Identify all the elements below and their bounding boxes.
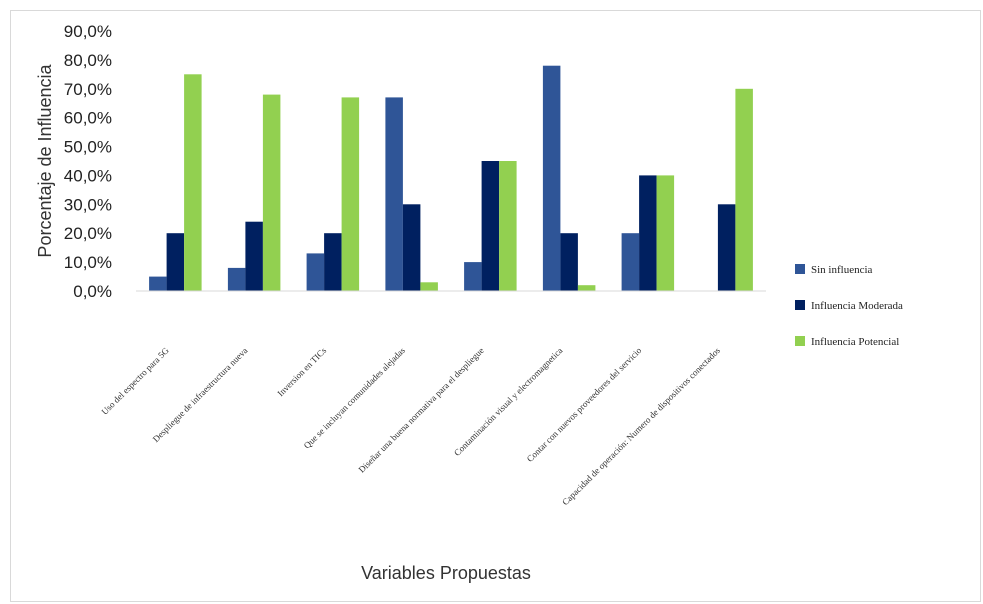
bar	[385, 97, 403, 292]
y-tick-label: 80,0%	[64, 51, 112, 70]
bar	[227, 267, 246, 291]
legend: Sin influencia Influencia Moderada Influen…	[795, 264, 903, 348]
bar	[149, 276, 167, 291]
y-tick-label: 90,0%	[64, 22, 112, 41]
bar	[560, 233, 578, 291]
bar	[481, 161, 500, 291]
y-tick-label: 20,0%	[64, 224, 112, 243]
legend-label: Influencia Potencial	[811, 336, 899, 348]
bar	[324, 233, 342, 291]
bar	[166, 233, 185, 291]
x-tick-label: Capacidad de operación: Numero de dispos…	[560, 345, 722, 507]
bar	[341, 97, 360, 292]
bar	[420, 282, 438, 291]
y-tick-label: 60,0%	[64, 109, 112, 128]
y-axis-title: Porcentaje de Influencia	[35, 63, 55, 257]
y-tick-label: 10,0%	[64, 253, 112, 272]
bar	[577, 285, 596, 291]
legend-label: Sin influencia	[811, 264, 873, 276]
y-tick-label: 50,0%	[64, 138, 112, 157]
y-axis-ticks: 0,0% 10,0% 20,0% 30,0% 40,0% 50,0% 60,0% 70,0% 8…	[64, 22, 112, 301]
legend-label: Influencia Moderada	[811, 300, 903, 312]
x-tick-label: Despliegue de infraestructura nueva	[151, 345, 250, 444]
x-tick-label: Uso del espectro para 5G	[99, 345, 171, 417]
bar	[621, 233, 640, 291]
bar	[464, 262, 482, 291]
bar	[639, 175, 657, 291]
x-axis-title: Variables Propuestas	[361, 563, 531, 583]
bar	[184, 74, 202, 291]
y-tick-label: 40,0%	[64, 166, 112, 185]
bar	[306, 253, 325, 291]
bar-chart: 0,0% 10,0% 20,0% 30,0% 40,0% 50,0% 60,0% 70,0% 8…	[35, 22, 903, 583]
bar	[735, 88, 753, 291]
legend-swatch	[795, 264, 805, 274]
x-tick-label: Inversion en TICs	[275, 345, 328, 398]
chart-frame: 0,0% 10,0% 20,0% 30,0% 40,0% 50,0% 60,0% 70,0% 8…	[10, 10, 981, 602]
legend-swatch	[795, 300, 805, 310]
bar	[402, 204, 421, 291]
bar	[262, 94, 281, 291]
bar	[542, 65, 561, 291]
bar	[656, 175, 675, 291]
y-tick-label: 30,0%	[64, 195, 112, 214]
bar	[717, 204, 736, 291]
bar	[245, 221, 263, 291]
y-tick-label: 70,0%	[64, 80, 112, 99]
y-tick-label: 0,0%	[73, 282, 112, 301]
x-tick-label: Diseñar una buena normativa para el desp…	[356, 345, 485, 474]
bar	[499, 161, 517, 291]
legend-swatch	[795, 336, 805, 346]
bars	[149, 65, 753, 292]
